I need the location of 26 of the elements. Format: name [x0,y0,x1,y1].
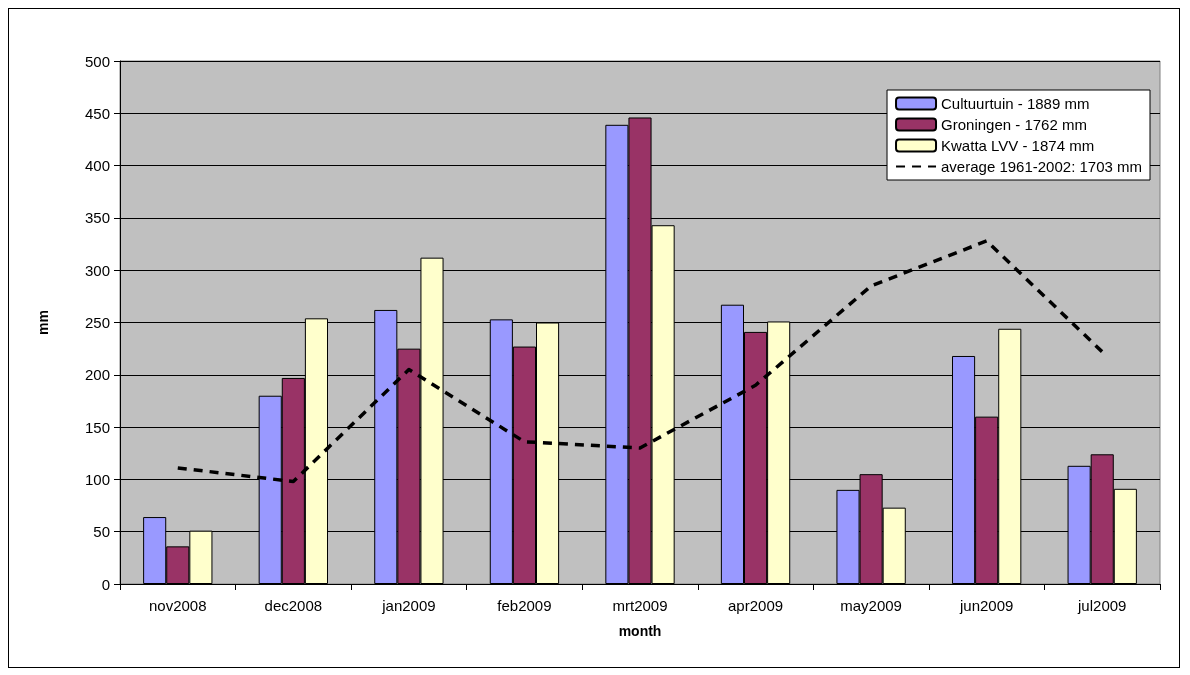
y-tick-label: 250 [84,314,110,331]
legend-label: Kwatta LVV - 1874 mm [941,137,1095,154]
y-tick-label: 500 [84,52,110,70]
y-tick-label: 100 [84,470,110,488]
y-tick-label: 50 [93,523,110,541]
x-tick-label: jul2009 [1077,597,1127,614]
x-tick-label: nov2008 [149,597,207,614]
legend-label: Cultuurtuin - 1889 mm [941,95,1090,112]
x-tick-label: may2009 [840,597,902,614]
x-tick-label: jun2009 [958,597,1014,614]
y-tick-label: 450 [84,104,110,122]
x-axis-title: month [618,623,662,639]
y-axis-title: mm [35,310,51,335]
legend-label: Groningen - 1762 mm [941,116,1087,133]
y-tick-label: 350 [84,209,110,227]
y-tick-label: 0 [101,575,110,593]
x-tick-label: feb2009 [497,597,552,614]
y-tick-label: 150 [84,418,110,436]
x-tick-label: jan2009 [381,597,436,614]
x-tick-label: mrt2009 [612,597,668,614]
legend-label: average 1961-2002: 1703 mm [941,158,1143,175]
y-tick-label: 400 [84,157,110,175]
y-tick-label: 200 [84,366,110,384]
y-tick-label: 300 [84,261,110,279]
x-tick-label: apr2009 [728,597,784,614]
x-tick-label: dec2008 [264,597,323,614]
